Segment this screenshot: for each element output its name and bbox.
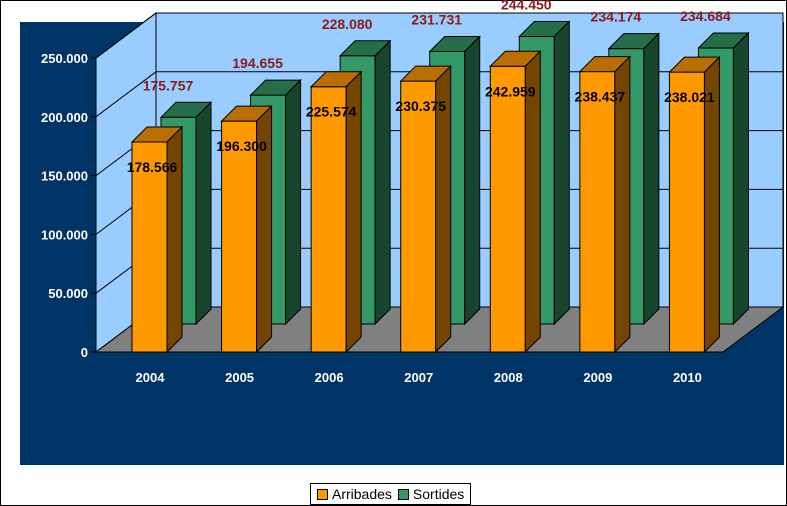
y-tick-label-0: 0 xyxy=(81,345,88,360)
x-tick-label-2006: 2006 xyxy=(315,370,344,385)
bar-arribades-2006-side xyxy=(345,70,362,354)
legend-swatch-arribades xyxy=(317,488,328,500)
bar-sortides-2010-side xyxy=(732,31,749,326)
bar-arribades-2008-side xyxy=(524,50,541,354)
data-label-arribades-2009: 238.437 xyxy=(575,89,626,105)
bar-sortides-2004-side xyxy=(195,101,212,326)
data-label-sortides-2010: 234.684 xyxy=(680,8,731,24)
gridline-5 xyxy=(95,12,783,59)
gridline-4 xyxy=(95,71,783,118)
bar-arribades-2009-front xyxy=(579,71,616,353)
x-tick-label-2010: 2010 xyxy=(673,370,702,385)
x-tick-label-2004: 2004 xyxy=(136,370,166,385)
data-label-sortides-2007: 231.731 xyxy=(411,11,462,27)
bar-arribades-2010-front xyxy=(668,71,705,353)
legend-item-sortides: Sortides xyxy=(397,486,465,502)
bar-arribades-2006-front xyxy=(310,86,347,353)
y-tick-label-2: 100.000 xyxy=(41,227,88,242)
bar-arribades-2008-front xyxy=(489,65,526,353)
bar-arribades-2005-side xyxy=(256,104,273,354)
data-label-sortides-2004: 175.757 xyxy=(143,77,194,93)
bar-arribades-2005-front xyxy=(221,120,258,353)
bar-arribades-2004-side xyxy=(166,125,183,354)
x-tick-label-2007: 2007 xyxy=(404,370,433,385)
y-tick-label-3: 150.000 xyxy=(41,169,88,184)
bar-sortides-2005-side xyxy=(285,78,302,326)
data-label-arribades-2005: 196.300 xyxy=(216,138,267,154)
data-label-sortides-2008: 244.450 xyxy=(501,0,552,13)
y-tick-label-5: 250.000 xyxy=(41,51,88,66)
data-label-arribades-2007: 230.375 xyxy=(395,98,446,114)
x-tick-label-2005: 2005 xyxy=(225,370,254,385)
bar-arribades-2009-side xyxy=(614,55,631,354)
legend-label-sortides: Sortides xyxy=(412,486,465,502)
legend-item-arribades: Arribades xyxy=(317,486,392,502)
y-tick-label-1: 50.000 xyxy=(48,286,88,301)
data-label-sortides-2006: 228.080 xyxy=(322,16,373,32)
bar-arribades-2007-side xyxy=(435,64,452,354)
data-label-arribades-2006: 225.574 xyxy=(306,104,357,120)
x-tick-label-2009: 2009 xyxy=(583,370,612,385)
data-label-arribades-2010: 238.021 xyxy=(664,89,715,105)
data-label-sortides-2005: 194.655 xyxy=(232,55,283,71)
bar-arribades-2007-front xyxy=(400,80,437,353)
y-tick-label-4: 200.000 xyxy=(41,110,88,125)
data-label-sortides-2009: 234.174 xyxy=(591,9,642,25)
data-label-arribades-2004: 178.566 xyxy=(127,159,178,175)
bar-sortides-2007-side xyxy=(464,35,481,326)
bar-arribades-2010-side xyxy=(703,55,720,354)
x-tick-label-2008: 2008 xyxy=(494,370,523,385)
bar-sortides-2008-side xyxy=(553,20,570,326)
legend-label-arribades: Arribades xyxy=(332,486,392,502)
bar-sortides-2009-side xyxy=(643,32,660,326)
legend-swatch-sortides xyxy=(397,488,409,500)
data-label-arribades-2008: 242.959 xyxy=(485,83,536,99)
bar-sortides-2006-side xyxy=(374,39,391,326)
chart-legend: Arribades Sortides xyxy=(310,483,472,505)
